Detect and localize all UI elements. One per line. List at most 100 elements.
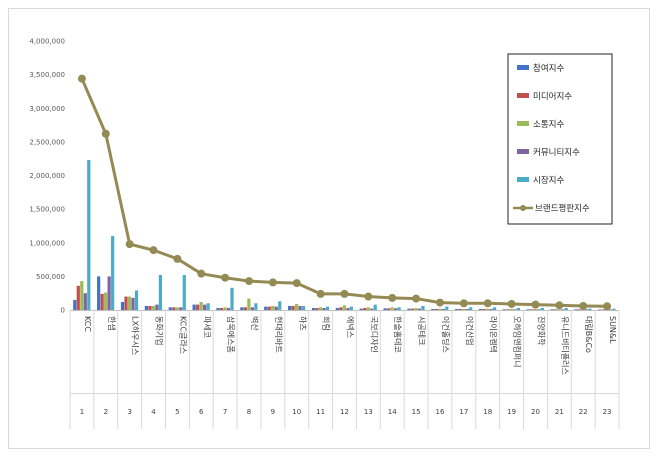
brand-index-point [603,302,612,311]
bar-2 [410,308,415,310]
bar-1 [407,308,411,310]
bar-5 [373,304,377,310]
x-category-label: 파세코 [202,316,211,338]
bar-3 [557,309,561,310]
bar-2 [196,304,200,310]
bar-1 [431,308,435,310]
brand-index-point [292,279,301,288]
x-category-label: KCC [83,316,92,332]
x-index-label: 10 [292,408,301,416]
bar-3 [127,296,132,310]
y-tick-label: 0 [61,307,65,315]
bar-5 [278,301,282,310]
x-category-label: SUN&L [608,316,617,344]
brand-index-point [388,293,397,302]
bar-3 [151,305,155,310]
bar-1 [335,307,339,310]
x-index-label: 1 [80,408,84,416]
y-tick-label: 4,000,000 [29,38,65,46]
bar-2 [363,307,367,310]
x-category-label: 동화기업 [155,316,164,345]
brand-index-point [579,301,588,310]
bar-2 [219,307,224,310]
x-index-label: 2 [104,408,108,416]
x-index-label: 11 [316,408,325,416]
bar-5 [134,290,139,310]
x-category-label: 라이온켐텍 [489,316,499,353]
bar-5 [445,306,449,310]
bar-2 [530,309,534,310]
bar-4 [393,308,398,310]
bar-3 [271,305,275,310]
brand-index-point [340,289,349,298]
bar-4 [274,306,278,310]
y-tick-label: 2,500,000 [29,138,65,146]
brand-index-point [197,269,206,278]
bar-4 [584,309,589,310]
y-tick-label: 1,500,000 [29,206,65,214]
bar-1 [455,308,459,310]
bar-2 [76,285,80,310]
brand-index-point [412,294,421,303]
bar-2 [315,307,319,310]
x-index-label: 5 [175,408,179,416]
bar-2 [554,309,558,310]
legend-label: 미디어지수 [533,91,572,102]
x-index-label: 7 [223,408,227,416]
legend-label: 시장지수 [533,175,564,186]
legend-label: 소통지수 [533,120,564,130]
bar-5 [469,307,473,310]
x-category-label: 하츠 [298,316,308,331]
bar-2 [172,307,176,310]
bar-2 [124,296,128,310]
legend-swatch [517,65,529,70]
x-index-label: 17 [459,408,468,416]
bar-5 [516,307,521,310]
bar-3 [485,308,490,310]
x-index-label: 21 [555,408,564,416]
x-category-label: 삼목에스폼 [226,316,236,353]
y-tick-label: 2,000,000 [29,172,65,180]
legend-label: 커뮤니티지수 [533,147,580,158]
x-index-label: 13 [364,408,373,416]
bar-3 [199,301,203,310]
legend-swatch [517,121,529,126]
bar-2 [482,308,486,310]
y-tick-label: 1,000,000 [29,239,65,247]
bar-4 [513,309,517,310]
x-category-label: 진양화학 [536,316,546,346]
bar-1 [216,307,220,310]
y-tick-label: 3,500,000 [29,71,65,79]
bar-5 [421,305,425,310]
bar-2 [458,308,462,310]
bar-2 [506,309,510,310]
brand-index-point [221,273,230,282]
bar-1 [574,309,578,310]
bar-5 [492,307,497,310]
bar-1 [144,305,148,310]
bar-2 [291,305,295,310]
bar-4 [465,308,469,310]
brand-index-point [555,301,564,310]
bar-5 [397,307,401,310]
bar-4 [370,308,374,310]
x-index-label: 8 [247,408,251,416]
bar-4 [537,309,541,310]
x-category-label: 한솔홈데코 [393,316,403,353]
bar-3 [295,303,299,310]
bar-5 [302,305,306,310]
bar-5 [325,306,330,310]
bar-1 [264,306,268,310]
x-index-label: 9 [271,408,275,416]
x-category-label: 벽산 [250,316,260,331]
bar-1 [73,299,77,310]
bar-5 [206,303,210,310]
bar-3 [247,298,251,310]
x-index-label: 23 [603,408,612,416]
brand-index-point [364,292,373,301]
bar-4 [489,308,493,310]
bar-5 [612,308,616,310]
y-tick-label: 500,000 [36,273,65,281]
bar-2 [434,308,438,310]
bar-4 [608,309,613,310]
